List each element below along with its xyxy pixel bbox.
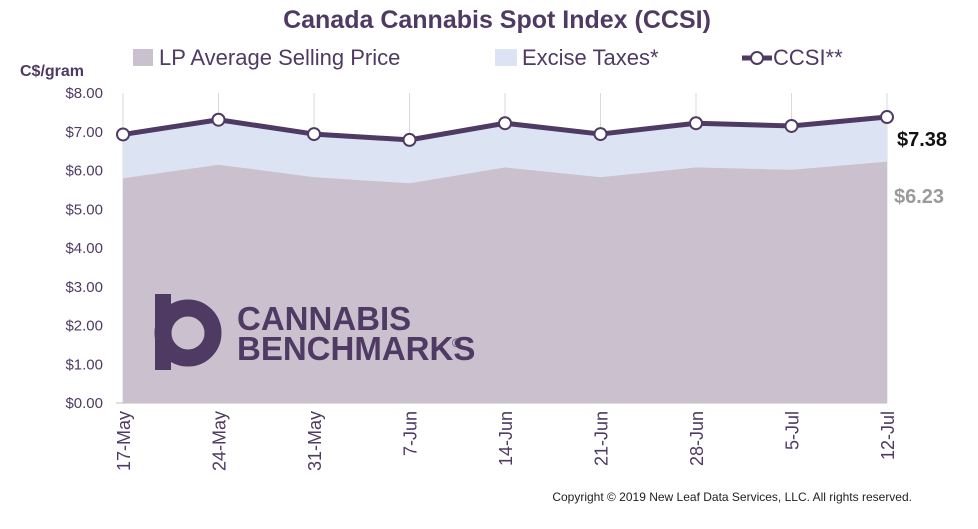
ccsi-point-8 [880,110,894,125]
x-tick-label: 28-Jun [687,411,707,466]
x-tick-label: 14-Jun [496,411,516,466]
logo-line1: CANNABIS [237,300,411,337]
y-tick-label: $5.00 [65,201,103,218]
y-tick-label: $7.00 [65,124,103,141]
end-label-ccsi: $7.38 [897,129,947,151]
ccsi-point-3 [402,132,417,147]
legend-label-excise: Excise Taxes* [522,45,659,70]
ccsi-point-6 [689,116,703,131]
logo-stem [155,294,171,370]
x-tick-label: 5-Jul [783,411,803,450]
x-tick-label: 12-Jul [878,411,898,460]
ccsi-point-4 [498,116,512,131]
y-tick-label: $4.00 [65,240,103,257]
y-tick-label: $2.00 [65,318,103,335]
logo-line2: BENCHMARKS [237,330,475,367]
plot-areas [123,117,887,403]
chart-title: Canada Cannabis Spot Index (CCSI) [283,6,711,34]
legend-swatch-ccsi-marker [750,51,764,65]
x-tick-label: 24-May [210,411,230,471]
ccsi-point-2 [307,127,321,142]
end-label-lp: $6.23 [894,186,944,208]
excise-taxes-area [123,117,887,184]
legend-label-lp: LP Average Selling Price [159,45,400,70]
x-tick-label: 31-May [305,411,325,471]
legend: LP Average Selling Price Excise Taxes* C… [133,45,843,70]
ccsi-point-5 [593,127,608,142]
y-tick-label: $8.00 [65,85,103,102]
y-tick-labels: $0.00 $1.00 $2.00 $3.00 $4.00 $5.00 $6.00 $7.00… [65,85,103,412]
x-tick-label: 7-Jun [401,411,421,456]
x-tick-labels: 17-May 24-May 31-May 7-Jun 14-Jun 21-Jun 28-Ju… [114,411,898,471]
copyright-notice: Copyright © 2019 New Leaf Data Services,… [552,490,912,504]
ccsi-point-7 [784,118,799,133]
lp-average-selling-price-area [123,161,887,403]
y-tick-label: $0.00 [65,395,103,412]
y-tick-label: $6.00 [65,163,103,180]
legend-swatch-lp [133,49,153,66]
cannabis-benchmarks-logo: CANNABIS BENCHMARKS ® [154,294,475,370]
y-tick-label: $1.00 [65,356,103,373]
ccsi-point-1 [211,112,226,127]
logo-registered-mark: ® [452,336,461,350]
y-axis-label: C$/gram [20,63,84,80]
y-tick-label: $3.00 [65,279,103,296]
ccsi-markers [116,110,894,147]
legend-label-ccsi: CCSI** [773,45,843,70]
x-tick-label: 21-Jun [592,411,612,466]
legend-swatch-excise [495,49,517,66]
x-tick-label: 17-May [114,411,134,471]
ccsi-point-0 [116,127,130,142]
